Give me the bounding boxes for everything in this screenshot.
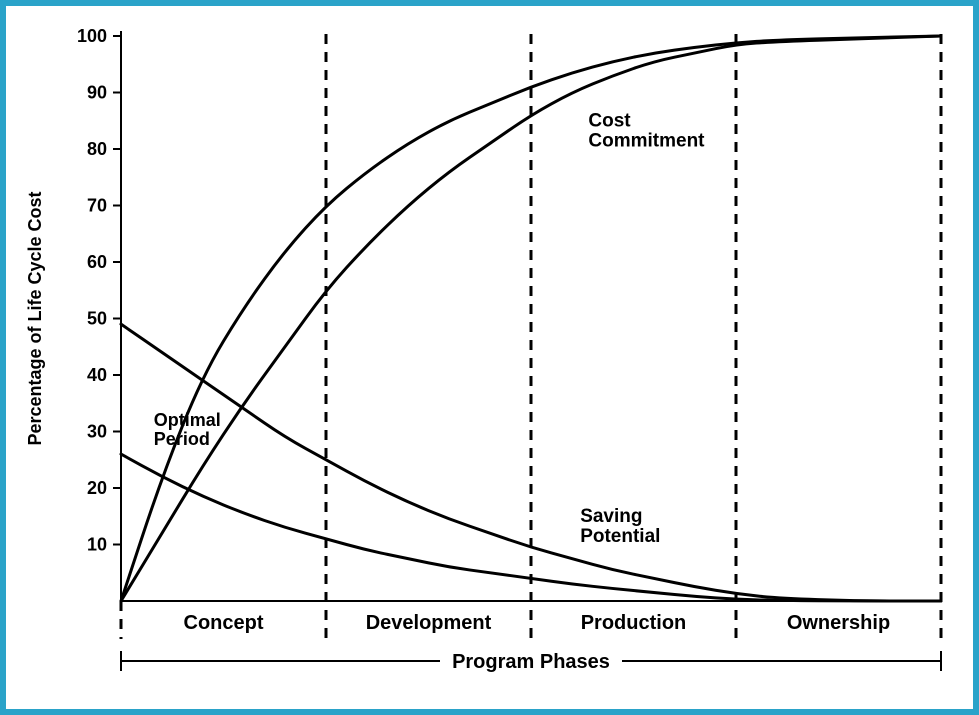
y-tick-label: 10: [87, 535, 107, 555]
y-tick-label: 60: [87, 252, 107, 272]
y-tick-label: 80: [87, 139, 107, 159]
y-tick-label: 90: [87, 83, 107, 103]
y-tick-label: 50: [87, 309, 107, 329]
phase-label: Production: [581, 612, 687, 634]
phase-label: Ownership: [787, 612, 890, 634]
y-tick-label: 30: [87, 422, 107, 442]
chart-frame: 10 20 30 40 50 60 70 80 90 100 Percentage of Life …: [0, 0, 979, 715]
chart-background: [6, 6, 973, 709]
y-tick-label: 70: [87, 196, 107, 216]
y-tick-label: 20: [87, 478, 107, 498]
lifecycle-cost-chart: 10 20 30 40 50 60 70 80 90 100 Percentage of Life …: [6, 6, 973, 709]
phase-label: Concept: [184, 612, 264, 634]
y-axis-label: Percentage of Life Cycle Cost: [25, 191, 45, 445]
y-tick-label: 40: [87, 365, 107, 385]
y-tick-label: 100: [77, 26, 107, 46]
x-axis-label: Program Phases: [452, 651, 610, 673]
phase-label: Development: [366, 612, 492, 634]
